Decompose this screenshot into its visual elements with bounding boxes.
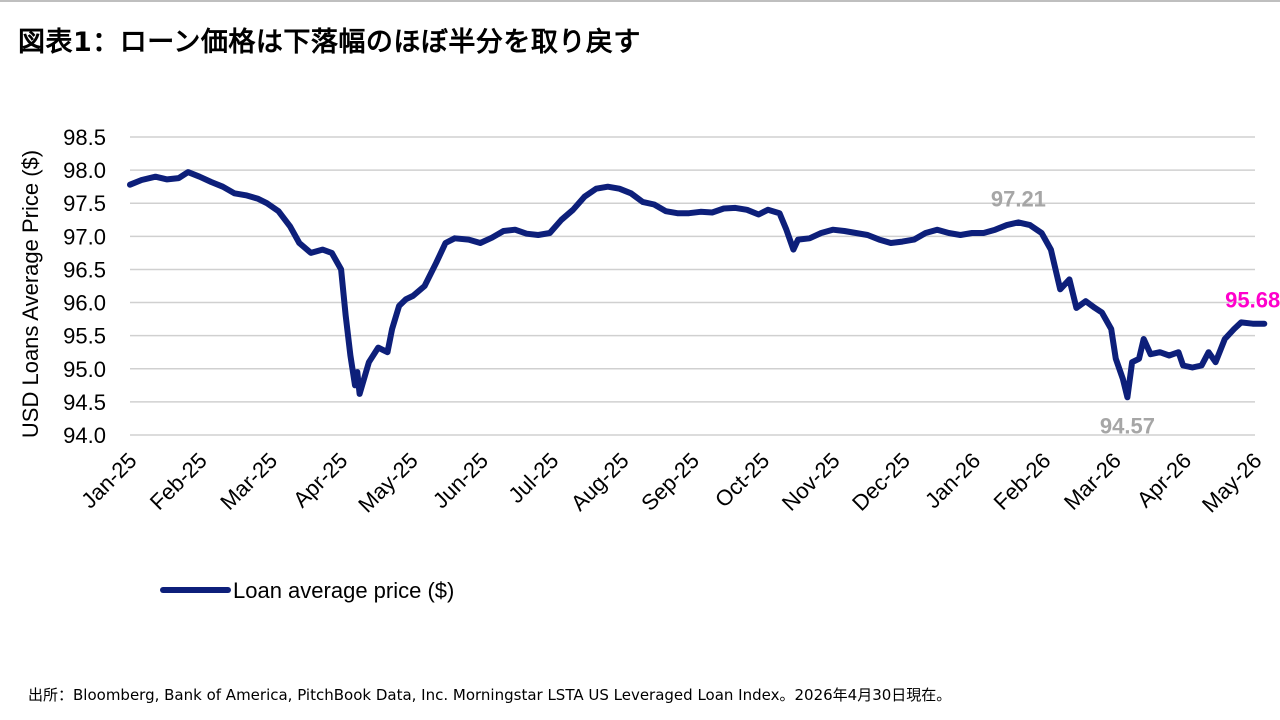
x-tick-label: Aug-25 <box>566 448 634 516</box>
y-tick-label: 95.5 <box>63 324 106 349</box>
y-tick-label: 98.0 <box>63 158 106 183</box>
data-label-97-21: 97.21 <box>991 186 1046 211</box>
x-tick-label: Dec-25 <box>847 448 915 516</box>
x-tick-label: Feb-25 <box>145 448 212 515</box>
x-tick-label: Jul-25 <box>503 448 563 508</box>
x-tick-label: Mar-26 <box>1059 448 1126 515</box>
x-tick-label: Feb-26 <box>989 448 1056 515</box>
legend: Loan average price ($) <box>160 578 454 603</box>
x-tick-label: May-25 <box>353 448 423 518</box>
annotations: 97.21 94.57 95.68 <box>991 186 1280 438</box>
source-note: 出所：Bloomberg, Bank of America, PitchBook… <box>28 686 952 704</box>
x-tick-label: Apr-26 <box>1132 448 1196 512</box>
y-tick-label: 94.0 <box>63 423 106 448</box>
x-tick-label: Jun-25 <box>428 448 493 513</box>
data-label-95-68: 95.68 <box>1225 288 1280 313</box>
data-label-94-57: 94.57 <box>1100 413 1155 438</box>
x-axis-ticks: Jan-25 Feb-25 Mar-25 Apr-25 May-25 Jun-25 Jul-… <box>76 448 1266 518</box>
x-tick-label: Apr-25 <box>288 448 352 512</box>
chart-title: 図表1：ローン価格は下落幅のほぼ半分を取り戻す <box>18 27 641 58</box>
x-tick-label: Mar-25 <box>215 448 282 515</box>
y-tick-label: 97.0 <box>63 224 106 249</box>
x-tick-label: Jan-25 <box>76 448 141 513</box>
series-line-loan-average-price <box>127 169 1268 401</box>
legend-label: Loan average price ($) <box>233 578 454 603</box>
x-tick-label: Jan-26 <box>920 448 985 513</box>
y-tick-label: 98.5 <box>63 125 106 150</box>
x-tick-label: Sep-25 <box>636 448 704 516</box>
y-tick-label: 96.5 <box>63 257 106 282</box>
x-tick-label: May-26 <box>1197 448 1267 518</box>
top-rule <box>0 0 1280 2</box>
y-tick-label: 96.0 <box>63 291 106 316</box>
y-tick-label: 94.5 <box>63 390 106 415</box>
y-axis-label: USD Loans Average Price ($) <box>18 150 43 438</box>
y-tick-label: 95.0 <box>63 357 106 382</box>
x-tick-label: Nov-25 <box>777 448 845 516</box>
x-tick-label: Oct-25 <box>710 448 774 512</box>
grid <box>130 136 1255 436</box>
y-axis-ticks: 94.0 94.5 95.0 95.5 96.0 96.5 97.0 97.5 98.0 98.5 <box>63 125 106 448</box>
y-tick-label: 97.5 <box>63 191 106 216</box>
